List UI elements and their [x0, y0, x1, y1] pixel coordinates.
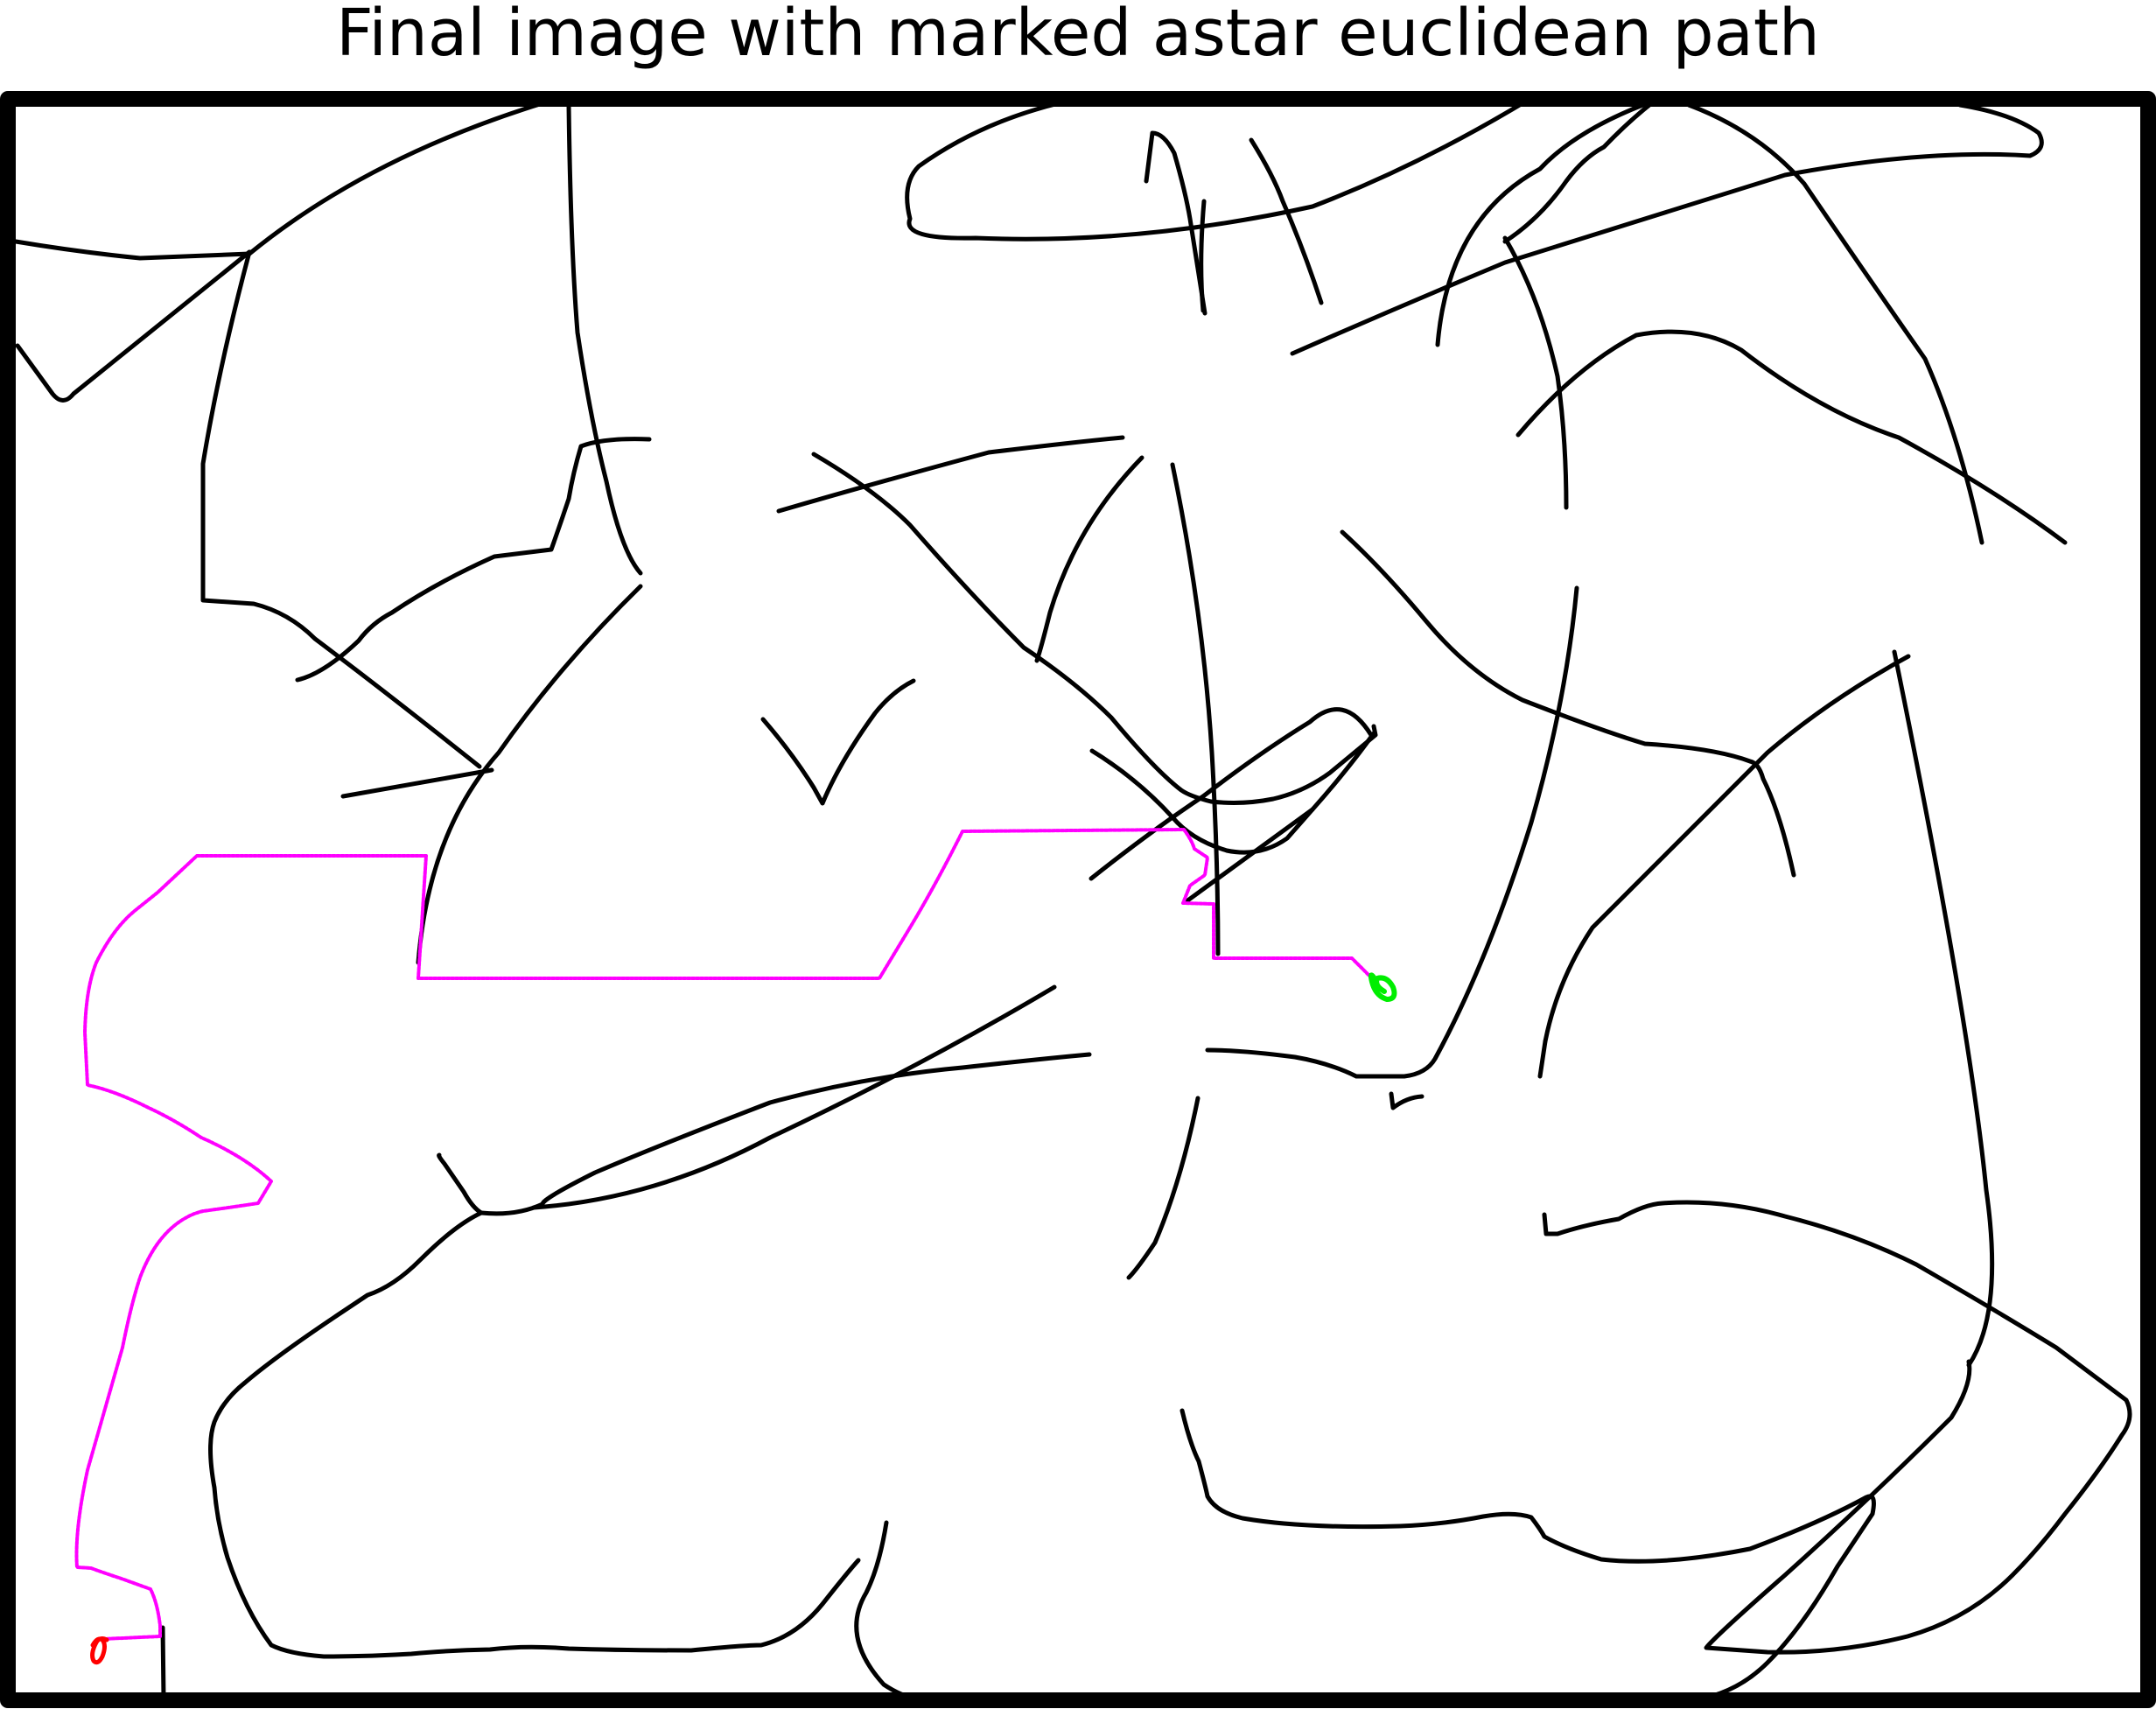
astar-path — [74, 828, 1376, 1641]
figure-title: Final image with marked astar euclidean … — [336, 0, 1820, 71]
start-marker — [90, 1636, 109, 1665]
goal-marker — [1368, 972, 1397, 1002]
obstacle-lines — [13, 101, 2132, 1701]
image-frame — [0, 91, 2156, 1708]
start-walls — [160, 1625, 166, 1700]
